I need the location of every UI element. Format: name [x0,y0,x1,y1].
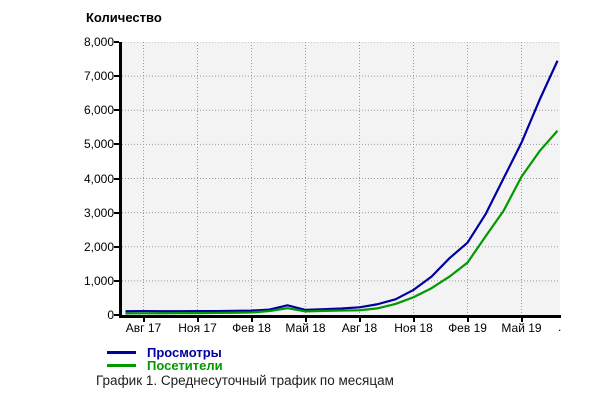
y-tick-label: 2,000 [83,239,114,254]
x-tick-mark [196,318,199,322]
y-tick-mark [114,177,119,180]
x-tick-label: Май 19 [501,321,542,335]
x-tick-label: Авг 17 [125,321,162,335]
legend-label-visitors: Посетители [147,358,223,373]
series-line-0 [125,60,559,313]
clipped-tick-label: . [558,320,562,334]
y-tick-label: 8,000 [83,35,114,49]
y-tick-mark [114,279,119,282]
y-tick-mark [114,75,119,78]
legend-label-views: Просмотры [147,345,222,360]
x-tick-label: Фев 19 [448,321,487,335]
y-tick-label: 3,000 [83,205,114,220]
series-line-1 [125,129,559,315]
grid-and-series-svg [122,42,560,315]
y-tick-label: 4,000 [83,171,114,186]
y-tick-label: 1,000 [83,273,114,288]
legend-swatch-views [107,351,136,354]
y-tick-mark [114,41,119,43]
legend-swatch-visitors [107,364,136,367]
chart-title: Количество [86,10,162,25]
x-tick-mark [520,318,523,322]
x-tick-mark [466,318,469,322]
y-tick-label: 5,000 [83,137,114,152]
x-tick-label: Май 18 [285,321,326,335]
x-tick-label: Ноя 17 [178,321,217,335]
y-tick-mark [114,245,119,248]
x-tick-mark [412,318,415,322]
y-tick-mark [114,109,119,112]
y-tick-mark [114,314,119,316]
x-tick-label: Ноя 18 [394,321,433,335]
x-tick-mark [250,318,253,322]
x-tick-mark [304,318,307,322]
x-tick-mark [142,318,145,322]
x-tick-mark [358,318,361,322]
chart-caption: График 1. Среднесуточный трафик по месяц… [96,373,394,388]
y-tick-mark [114,211,119,214]
y-tick-label: 7,000 [83,69,114,84]
y-axis-line [119,42,122,318]
plot-area [122,42,560,316]
y-tick-label: 0 [107,308,114,322]
y-tick-mark [114,143,119,146]
x-tick-label: Фев 18 [232,321,271,335]
y-tick-label: 6,000 [83,103,114,118]
x-tick-label: Авг 18 [341,321,378,335]
x-axis-line [119,315,561,318]
